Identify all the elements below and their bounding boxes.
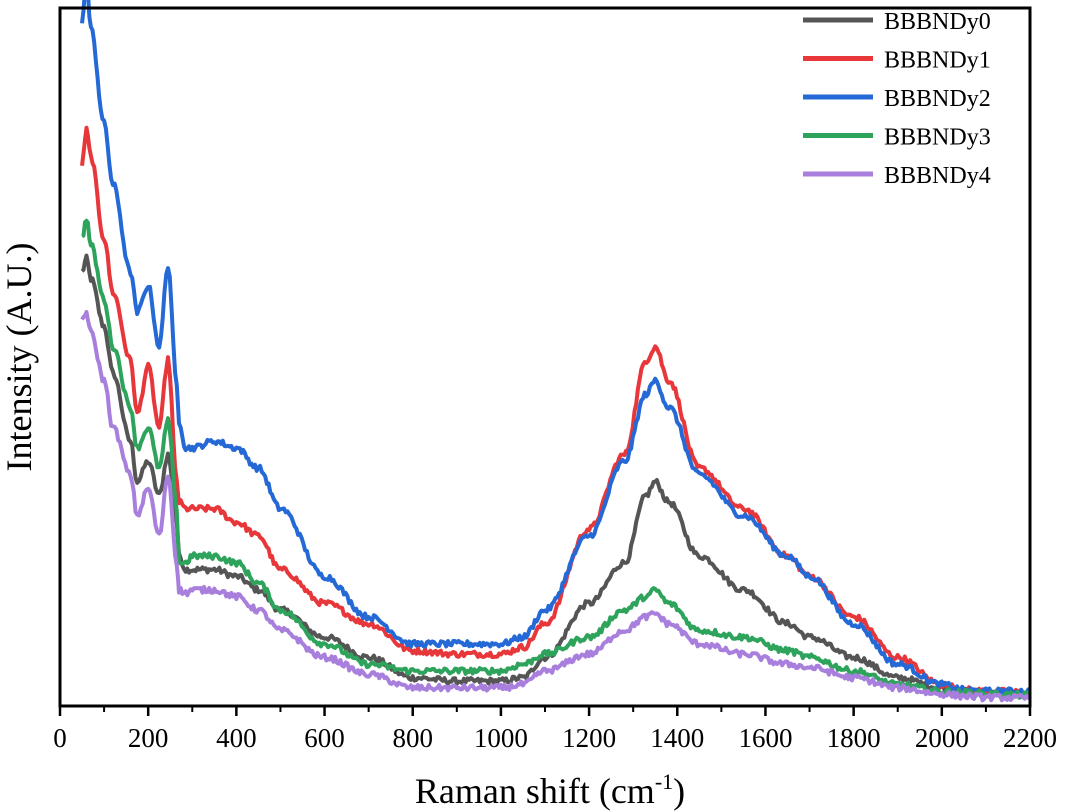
x-tick-label: 600 bbox=[304, 723, 345, 753]
x-tick-label: 1800 bbox=[827, 723, 881, 753]
x-tick-label: 1000 bbox=[474, 723, 528, 753]
x-axis-ticks bbox=[58, 706, 1032, 716]
series-line-BBBNDy4 bbox=[80, 310, 1031, 703]
x-tick-label: 0 bbox=[53, 723, 67, 753]
x-tick-label: 2200 bbox=[1003, 723, 1057, 753]
legend: BBBNDy0 BBBNDy1 BBBNDy2 BBBNDy3 BBBNDy4 bbox=[803, 9, 991, 189]
x-axis-title: Raman shift (cm-1) bbox=[415, 769, 685, 811]
x-tick-label: 800 bbox=[392, 723, 433, 753]
x-tick-label: 2000 bbox=[915, 723, 969, 753]
series-line-BBBNDy1 bbox=[80, 125, 1032, 697]
legend-label-BBBNDy0: BBBNDy0 bbox=[884, 9, 991, 35]
y-axis-title: Intensity (A.U.) bbox=[0, 243, 39, 472]
legend-label-BBBNDy4: BBBNDy4 bbox=[884, 163, 991, 189]
series-line-BBBNDy2 bbox=[80, 0, 1032, 697]
x-axis-title-sup: -1 bbox=[655, 769, 673, 794]
x-tick-label: 400 bbox=[216, 723, 257, 753]
x-axis-title-end: ) bbox=[673, 771, 685, 811]
legend-label-BBBNDy2: BBBNDy2 bbox=[884, 86, 991, 112]
x-axis-title-text: Raman shift (cm bbox=[415, 771, 655, 811]
series-lines bbox=[80, 0, 1032, 703]
x-tick-label: 1600 bbox=[738, 723, 792, 753]
legend-label-BBBNDy1: BBBNDy1 bbox=[884, 48, 991, 74]
series-line-BBBNDy0 bbox=[80, 253, 1031, 699]
plot-frame bbox=[58, 6, 1032, 708]
x-tick-label: 1400 bbox=[650, 723, 704, 753]
x-tick-label: 200 bbox=[128, 723, 169, 753]
legend-label-BBBNDy3: BBBNDy3 bbox=[884, 125, 991, 151]
series-line-BBBNDy3 bbox=[81, 218, 1032, 700]
x-axis-tick-labels: 0 200 400 600 800 1000 1200 1400 1600 1800 2000 220… bbox=[53, 723, 1057, 753]
x-tick-label: 1200 bbox=[562, 723, 616, 753]
